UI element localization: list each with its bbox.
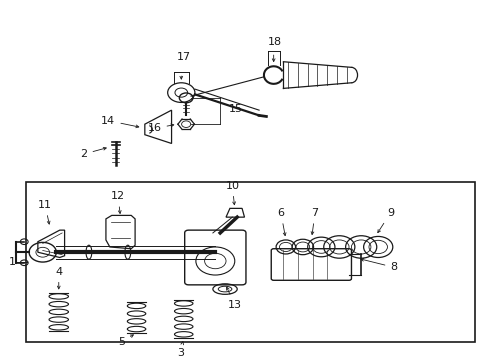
Text: 9: 9 [377,208,393,233]
Text: 5: 5 [118,335,133,347]
Text: 3: 3 [177,342,183,357]
Bar [26,182,474,342]
Text: 15: 15 [228,104,242,114]
Text: 8: 8 [360,258,397,272]
Text: 16: 16 [147,123,173,134]
Text: 1: 1 [9,257,16,267]
Text: 13: 13 [226,287,241,310]
Text: 18: 18 [267,37,281,47]
Text: 17: 17 [176,52,190,62]
Text: 12: 12 [111,192,125,213]
Text: 6: 6 [277,208,285,235]
Text: 4: 4 [55,267,62,289]
Text: 11: 11 [38,200,52,224]
Text: 14: 14 [101,116,139,128]
Text: 10: 10 [225,181,239,205]
Text: 7: 7 [310,208,318,234]
Text: 2: 2 [81,147,106,159]
